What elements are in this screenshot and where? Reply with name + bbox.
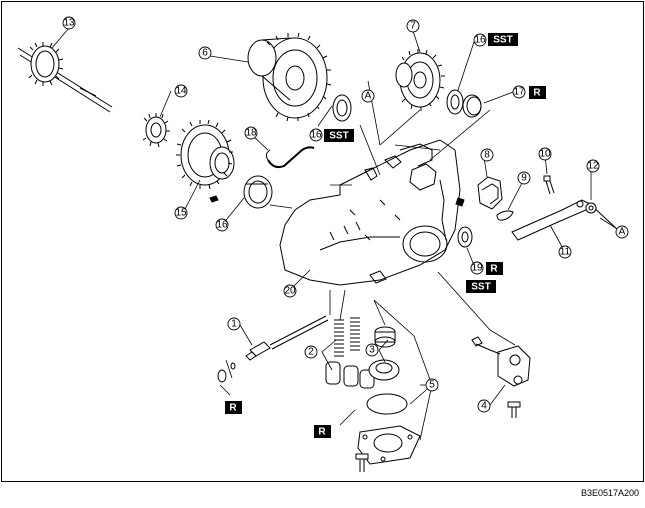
tag-sst-box bbox=[466, 280, 496, 293]
tag-r-19-box bbox=[486, 262, 503, 275]
callout-7: 7 bbox=[410, 21, 416, 32]
part-15-gear bbox=[176, 119, 235, 190]
part-18-pipe bbox=[267, 146, 315, 169]
callout-13-circle bbox=[62, 16, 76, 30]
callout-12-circle bbox=[586, 159, 600, 173]
callout-ar-circle bbox=[615, 225, 629, 239]
callout-17: 17 bbox=[513, 87, 525, 98]
callout-6-circle bbox=[198, 46, 212, 60]
tag-r-5-box bbox=[314, 425, 331, 438]
callout-10: 10 bbox=[539, 149, 551, 160]
callout-16b: 16 bbox=[310, 130, 322, 141]
callout-4-circle bbox=[477, 399, 491, 413]
callout-1-circle bbox=[227, 317, 241, 331]
callout-2-circle bbox=[304, 345, 318, 359]
callout-8-circle bbox=[480, 148, 494, 162]
tag-r-17-box bbox=[529, 86, 546, 99]
callout-6: 6 bbox=[202, 48, 208, 59]
callout-4: 4 bbox=[481, 401, 487, 412]
callout-19: 19 bbox=[471, 263, 483, 274]
callout-a-right: A bbox=[619, 227, 626, 238]
diagram-frame bbox=[1, 1, 644, 482]
part-11-lever bbox=[511, 199, 619, 241]
transmission-case bbox=[279, 139, 461, 286]
tag-sst-16b: SST bbox=[329, 131, 348, 142]
callout-16a: 16 bbox=[474, 35, 486, 46]
callout-19-circle bbox=[470, 261, 484, 275]
callout-18: 18 bbox=[245, 128, 257, 139]
tag-r-17: R bbox=[533, 88, 541, 99]
part-10-bolt bbox=[543, 175, 555, 195]
part-12-nut bbox=[585, 202, 597, 214]
callout-1: 1 bbox=[231, 319, 237, 330]
callout-15: 15 bbox=[175, 208, 187, 219]
callout-16c: 16 bbox=[216, 220, 228, 231]
callout-11: 11 bbox=[560, 247, 571, 258]
callout-5-circle bbox=[425, 378, 439, 392]
tag-sst-16b-box bbox=[324, 129, 354, 142]
part-5-cover bbox=[355, 393, 421, 472]
tag-sst-16a: SST bbox=[493, 35, 512, 46]
tag-sst-16a-box bbox=[488, 33, 518, 46]
part-1-speed-sensor bbox=[217, 315, 329, 383]
callout-3-circle bbox=[365, 343, 379, 357]
part-19-seal bbox=[457, 226, 473, 248]
part-7-ring-gear bbox=[395, 49, 445, 111]
callout-20-circle bbox=[283, 284, 297, 298]
callout-a-top: A bbox=[365, 91, 372, 102]
part-16-seal-a bbox=[446, 89, 464, 115]
part-16-seal-c bbox=[243, 175, 273, 209]
part-14-bearing bbox=[142, 113, 170, 148]
callout-17-circle bbox=[512, 85, 526, 99]
callout-7-circle bbox=[406, 19, 420, 33]
part-6-differential bbox=[247, 32, 332, 122]
tag-sst: SST bbox=[471, 282, 490, 293]
figure-id: B3E0517A200 bbox=[580, 488, 639, 498]
part-8-sensor bbox=[477, 176, 503, 210]
callout-14-circle bbox=[174, 84, 188, 98]
callout-12: 12 bbox=[587, 161, 599, 172]
tag-r-5: R bbox=[318, 427, 326, 438]
part-9-clip bbox=[496, 210, 514, 221]
callout-14: 14 bbox=[175, 86, 187, 97]
part-3-piston bbox=[368, 326, 400, 381]
tag-r-19: R bbox=[490, 264, 498, 275]
callout-10-circle bbox=[538, 147, 552, 161]
part-13-shaft bbox=[17, 42, 113, 113]
tag-r-1: R bbox=[229, 403, 237, 414]
callout-15-circle bbox=[174, 206, 188, 220]
callout-2: 2 bbox=[308, 347, 314, 358]
callout-at-circle bbox=[361, 89, 375, 103]
callout-16c-circle bbox=[215, 218, 229, 232]
callout-5: 5 bbox=[429, 380, 435, 391]
callout-9: 9 bbox=[521, 173, 527, 184]
callout-20: 20 bbox=[284, 286, 296, 297]
callout-8: 8 bbox=[484, 150, 490, 161]
tag-r-1-box bbox=[225, 401, 242, 414]
callout-9-circle bbox=[517, 171, 531, 185]
callout-18-circle bbox=[244, 126, 258, 140]
part-16-seal-b bbox=[332, 94, 352, 122]
part-4-sensor bbox=[471, 336, 531, 418]
callout-11-circle bbox=[558, 245, 572, 259]
callout-16b-circle bbox=[309, 128, 323, 142]
callout-3: 3 bbox=[369, 345, 375, 356]
callout-16a-circle bbox=[473, 33, 487, 47]
callout-13: 13 bbox=[63, 18, 75, 29]
